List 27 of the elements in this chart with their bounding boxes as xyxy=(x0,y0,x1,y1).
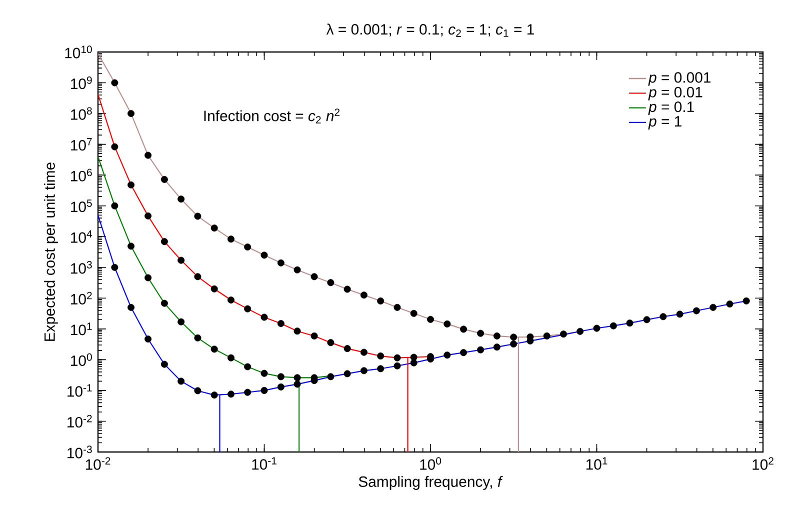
legend-label: p = 0.1 xyxy=(648,101,694,116)
x-tick-label: 10$^{0}$ xyxy=(420,457,442,470)
y-tick-label: 10$^{5}$ xyxy=(71,200,92,212)
y-tick-label: 10$^{-1}$ xyxy=(68,384,92,397)
y-tick-label: 10$^{10}$ xyxy=(65,46,92,58)
legend-label: p = 1 xyxy=(648,116,682,130)
x-axis-title: Sampling frequency, f xyxy=(358,476,503,490)
y-tick-label: 10$^{4}$ xyxy=(71,230,92,243)
y-tick-label: 10$^{-2}$ xyxy=(68,414,92,428)
annotation: Infection cost = c$_{2}$ n$^{2}$ xyxy=(204,108,340,124)
x-tick-label: 10$^{-1}$ xyxy=(252,457,276,470)
y-tick-label: 10$^{2}$ xyxy=(71,292,92,304)
y-tick-label: 10$^{1}$ xyxy=(71,322,92,336)
x-tick-label: 10$^{2}$ xyxy=(752,457,774,470)
legend-label: p = 0.01 xyxy=(648,86,702,100)
y-tick-label: 10$^{3}$ xyxy=(71,261,92,274)
y-tick-label: 10$^{-3}$ xyxy=(68,446,92,458)
y-tick-label: 10$^{8}$ xyxy=(71,107,92,120)
y-tick-label: 10$^{6}$ xyxy=(71,168,92,182)
chart-title: λ = 0.001; r = 0.1; c$_{2}$ = 1; c$_{1}$ = 1 xyxy=(326,24,534,37)
y-tick-label: 10$^{9}$ xyxy=(71,76,92,90)
legend-label: p = 0.001 xyxy=(648,72,711,86)
x-tick-label: 10$^{1}$ xyxy=(586,457,608,470)
y-tick-label: 10$^{7}$ xyxy=(71,138,92,151)
x-tick-label: 10$^{-2}$ xyxy=(86,457,110,470)
y-tick-label: 10$^{0}$ xyxy=(71,353,92,366)
y-axis-title: Expected cost per unit time xyxy=(44,162,58,341)
